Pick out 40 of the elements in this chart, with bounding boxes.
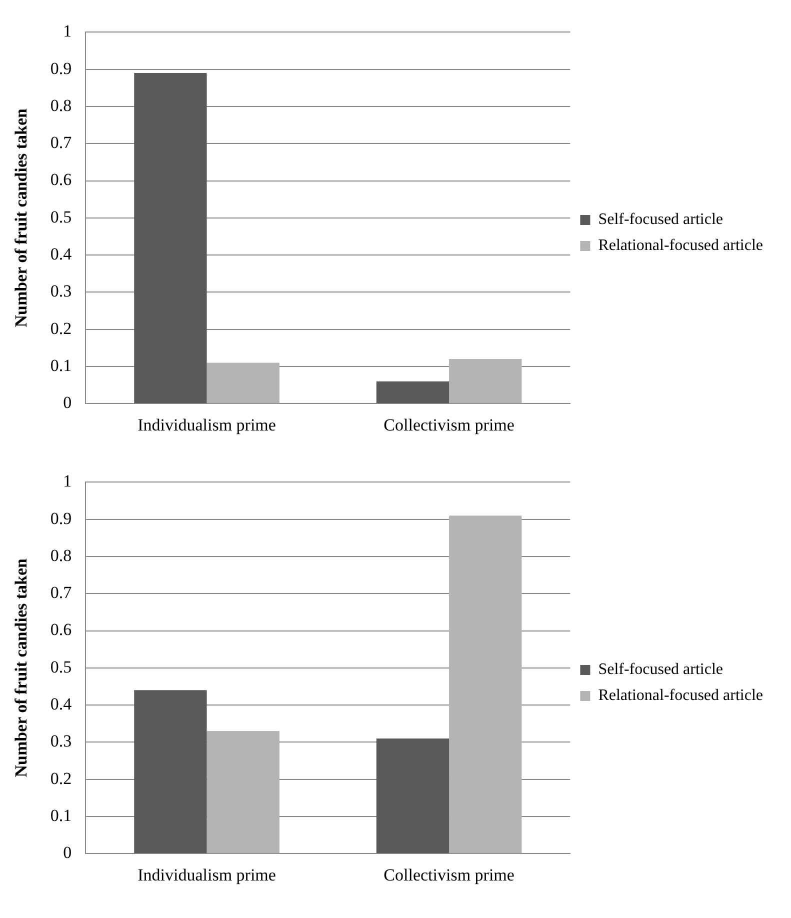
y-axis-title: Number of fruit candies taken [12,558,31,778]
y-tick-label: 0.7 [50,133,72,152]
legend-label: Self-focused article [598,661,724,678]
y-tick-label: 1 [63,472,72,491]
bar [206,362,280,404]
y-tick-label: 0.7 [50,583,72,602]
y-tick-label: 0.4 [50,244,72,264]
x-tick-label: Collectivism prime [384,415,514,434]
y-tick-label: 0.5 [50,207,72,226]
y-tick-label: 0.3 [50,732,72,751]
y-tick-label: 0.8 [50,96,72,115]
y-tick-label: 1 [63,22,72,41]
y-tick-label: 0.4 [50,694,72,714]
x-tick-label: Collectivism prime [384,865,514,884]
y-tick-label: 0.2 [50,318,72,338]
bar [134,73,207,404]
bar [206,731,280,854]
legend-label: Self-focused article [598,211,724,228]
x-tick-label: Individualism prime [138,415,276,434]
y-tick-label: 0.8 [50,546,72,565]
y-tick-label: 0.1 [50,356,72,375]
bar [376,738,450,854]
y-axis-title: Number of fruit candies taken [12,108,31,328]
legend-label: Relational-focused article [598,237,763,254]
legend-label: Relational-focused article [598,687,763,704]
y-tick-label: 0.3 [50,282,72,301]
y-tick-label: 0.1 [50,806,72,825]
y-tick-label: 0.9 [50,508,72,528]
y-tick-label: 0 [63,393,72,412]
y-tick-label: 0.6 [50,170,72,190]
bar [449,516,522,854]
y-tick-label: 0.5 [50,657,72,676]
y-tick-label: 0 [63,843,72,862]
y-tick-label: 0.9 [50,58,72,78]
x-tick-label: Individualism prime [138,865,276,884]
bar [376,381,450,404]
bar [449,359,522,404]
y-tick-label: 0.6 [50,620,72,640]
bar [134,690,207,854]
y-tick-label: 0.2 [50,768,72,788]
